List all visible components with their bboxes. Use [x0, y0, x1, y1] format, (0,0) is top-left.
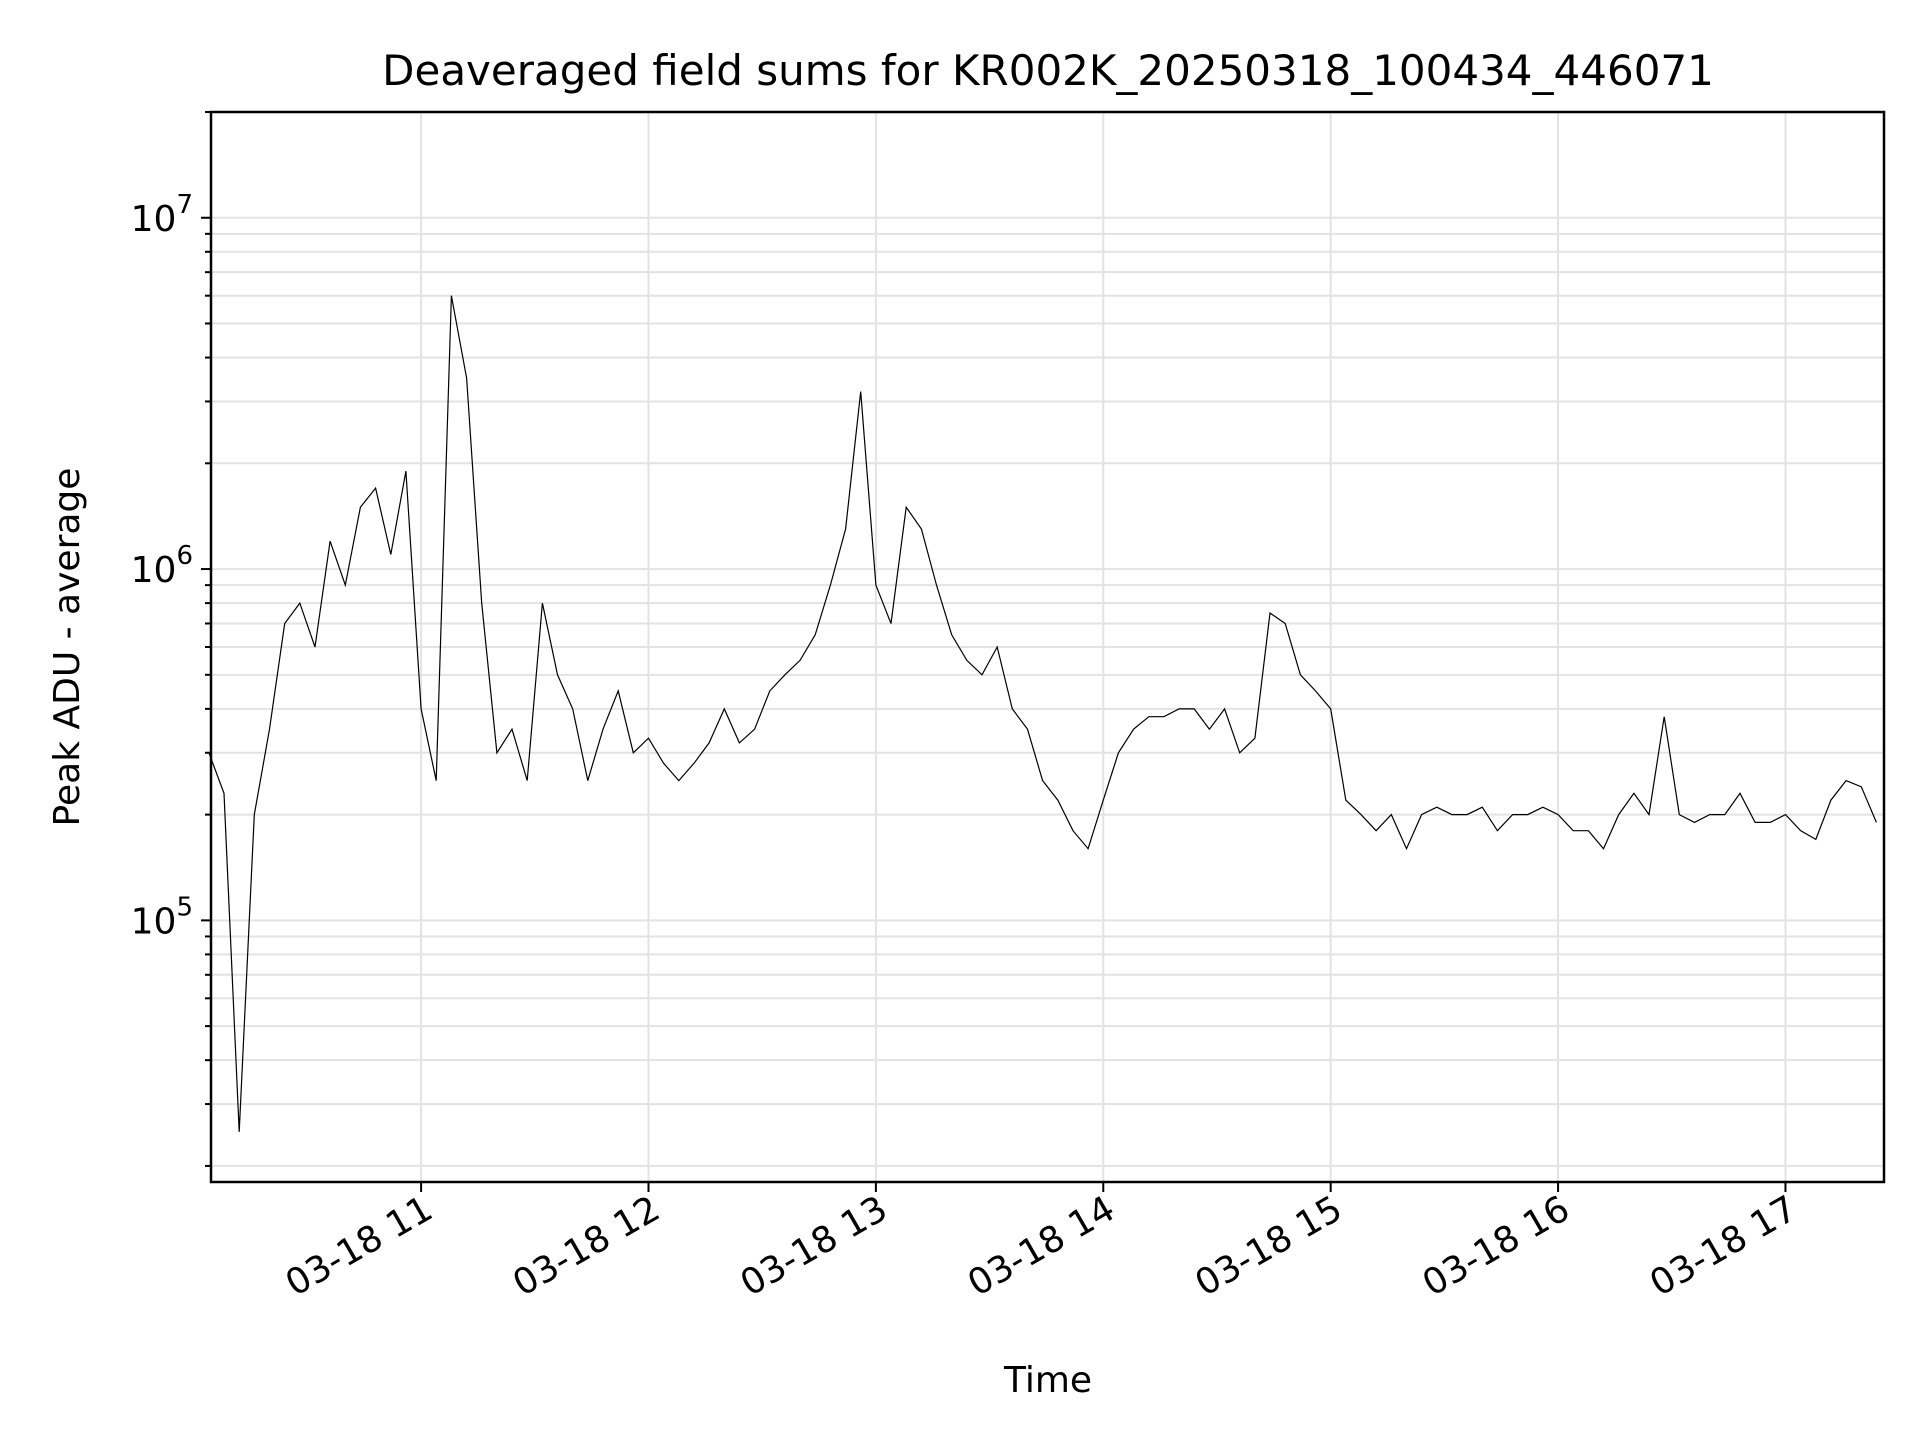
y-tick-label: 107 — [131, 190, 193, 240]
series-layer — [208, 295, 1877, 1132]
series-line — [208, 295, 1877, 1132]
chart-title: Deaveraged field sums for KR002K_2025031… — [382, 46, 1714, 95]
y-tick-label: 106 — [131, 541, 193, 591]
y-axis-ticks: 105 106 107 — [131, 111, 211, 1167]
y-tick-label: 105 — [131, 892, 193, 942]
y-axis-label: Peak ADU - average — [47, 468, 88, 827]
x-axis-label: Time — [1003, 1360, 1092, 1401]
grid — [211, 111, 1884, 1182]
